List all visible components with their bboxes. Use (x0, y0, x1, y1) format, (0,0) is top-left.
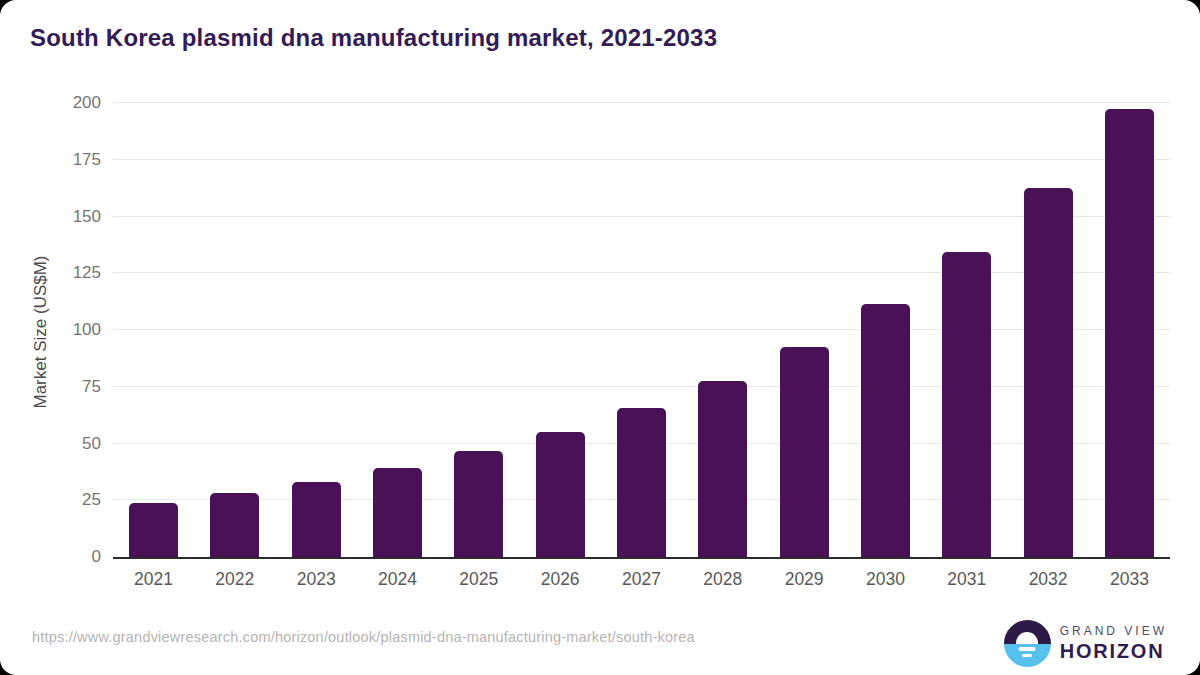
bar-2023 (292, 482, 341, 557)
bar-2022 (210, 493, 259, 557)
bar-2030 (861, 304, 910, 557)
x-tick-label: 2033 (1105, 569, 1154, 590)
y-tick-label: 125 (53, 264, 101, 282)
x-tick-label: 2026 (536, 569, 585, 590)
gridline (113, 102, 1170, 103)
bar-2032 (1024, 188, 1073, 557)
bar-2031 (942, 252, 991, 557)
chart-card: South Korea plasmid dna manufacturing ma… (0, 0, 1200, 675)
horizon-logo-icon (1004, 620, 1051, 667)
x-tick-label: 2021 (129, 569, 178, 590)
plot-area: 0255075100125150175200 (113, 105, 1170, 559)
bar-2028 (698, 381, 747, 557)
bar-2021 (129, 503, 178, 557)
x-tick-label: 2023 (292, 569, 341, 590)
x-labels-row: 2021 2022 2023 2024 2025 2026 2027 2028 2029 2030… (113, 569, 1170, 590)
brand-logo: GRAND VIEW HORIZON (1004, 620, 1167, 667)
x-tick-label: 2032 (1024, 569, 1073, 590)
brand-name-bottom: HORIZON (1060, 640, 1167, 663)
logo-reflection-line (1022, 654, 1032, 657)
y-axis-title: Market Size (US$M) (31, 255, 51, 408)
bars-row (113, 105, 1170, 557)
x-tick-label: 2030 (861, 569, 910, 590)
y-tick-label: 100 (53, 321, 101, 339)
x-tick-label: 2024 (373, 569, 422, 590)
x-tick-label: 2031 (942, 569, 991, 590)
bar-2027 (617, 408, 666, 557)
bar-2029 (780, 347, 829, 557)
bar-2025 (454, 451, 503, 557)
bar-2033 (1105, 109, 1154, 557)
brand-text: GRAND VIEW HORIZON (1060, 624, 1167, 663)
x-tick-label: 2025 (454, 569, 503, 590)
logo-sun-icon (1016, 632, 1038, 644)
y-tick-label: 75 (53, 378, 101, 396)
brand-name-top: GRAND VIEW (1060, 624, 1167, 638)
logo-reflection-line (1019, 647, 1036, 651)
footer-source-url: https://www.grandviewresearch.com/horizo… (32, 629, 695, 645)
y-tick-label: 200 (53, 94, 101, 112)
y-tick-label: 25 (53, 491, 101, 509)
y-tick-label: 175 (53, 151, 101, 169)
bar-2026 (536, 432, 585, 557)
y-tick-label: 50 (53, 435, 101, 453)
y-tick-label: 0 (53, 548, 101, 566)
x-tick-label: 2027 (617, 569, 666, 590)
y-tick-label: 150 (53, 208, 101, 226)
bar-2024 (373, 468, 422, 557)
chart-title: South Korea plasmid dna manufacturing ma… (30, 24, 717, 52)
x-tick-label: 2028 (698, 569, 747, 590)
x-tick-label: 2029 (780, 569, 829, 590)
x-tick-label: 2022 (210, 569, 259, 590)
